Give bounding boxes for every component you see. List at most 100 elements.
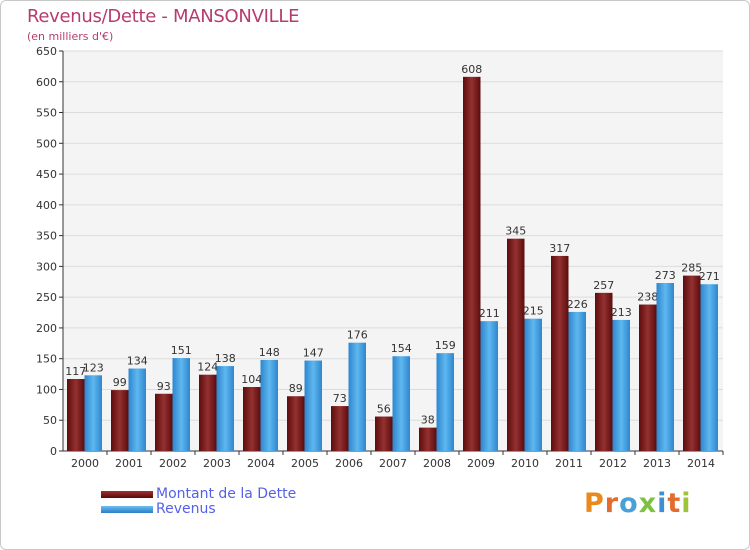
data-label-revenus: 148 — [259, 346, 280, 359]
data-label-revenus: 176 — [347, 329, 368, 342]
y-tick-label: 150 — [36, 353, 57, 366]
data-label-dette: 117 — [65, 365, 86, 378]
bar-dette — [639, 304, 657, 451]
x-tick-label: 2008 — [423, 457, 451, 470]
x-tick-label: 2011 — [555, 457, 583, 470]
bar-revenus — [128, 368, 146, 451]
logo-letter: t — [667, 488, 682, 519]
y-tick-label: 50 — [43, 414, 57, 427]
data-label-dette: 257 — [593, 279, 614, 292]
bar-revenus — [480, 321, 498, 451]
bar-revenus — [656, 283, 674, 451]
data-label-revenus: 151 — [171, 344, 192, 357]
data-label-revenus: 147 — [303, 347, 324, 360]
x-tick-label: 2004 — [247, 457, 275, 470]
legend-label-revenus: Revenus — [156, 501, 216, 517]
data-label-dette: 238 — [637, 291, 658, 304]
x-tick-label: 2003 — [203, 457, 231, 470]
bar-dette — [111, 390, 129, 451]
bar-revenus — [568, 311, 586, 451]
chart-subtitle: (en milliers d'€) — [27, 30, 114, 43]
data-label-revenus: 273 — [655, 269, 676, 282]
bar-revenus — [304, 360, 322, 451]
data-label-revenus: 159 — [435, 339, 456, 352]
x-tick-label: 2007 — [379, 457, 407, 470]
bar-revenus — [524, 318, 542, 451]
x-tick-label: 2010 — [511, 457, 539, 470]
chart-title: Revenus/Dette - MANSONVILLE — [27, 6, 300, 27]
data-label-dette: 104 — [241, 373, 262, 386]
x-tick-label: 2014 — [687, 457, 715, 470]
logo-letter: P — [584, 488, 605, 519]
logo-letter: i — [657, 488, 668, 519]
bar-dette — [551, 255, 569, 451]
y-tick-label: 400 — [36, 199, 57, 212]
bar-dette — [463, 76, 481, 451]
legend-label-dette: Montant de la Dette — [156, 486, 297, 502]
bar-dette — [683, 275, 701, 451]
data-label-revenus: 154 — [391, 342, 412, 355]
y-tick-label: 300 — [36, 260, 57, 273]
data-label-revenus: 211 — [479, 307, 500, 320]
bar-dette — [375, 416, 393, 451]
bar-dette — [507, 238, 525, 451]
bar-revenus — [172, 358, 190, 451]
data-label-revenus: 215 — [523, 305, 544, 318]
data-label-dette: 608 — [461, 63, 482, 76]
logo-letter: r — [604, 488, 620, 519]
bar-revenus — [436, 353, 454, 451]
bar-revenus — [348, 342, 366, 451]
data-label-revenus: 271 — [699, 270, 720, 283]
bar-revenus — [612, 319, 630, 451]
y-tick-label: 250 — [36, 291, 57, 304]
bar-dette — [287, 396, 305, 451]
data-label-dette: 38 — [421, 414, 435, 427]
proxiti-logo: Proxiti — [584, 488, 692, 519]
bar-dette — [199, 374, 217, 451]
x-tick-label: 2013 — [643, 457, 671, 470]
data-label-dette: 124 — [197, 361, 218, 374]
logo-letter: i — [681, 488, 692, 519]
y-tick-label: 500 — [36, 137, 57, 150]
x-tick-label: 2012 — [599, 457, 627, 470]
x-tick-label: 2009 — [467, 457, 495, 470]
bar-dette — [331, 406, 349, 451]
data-label-revenus: 138 — [215, 352, 236, 365]
data-label-dette: 345 — [505, 225, 526, 238]
bar-dette — [419, 427, 437, 451]
bar-dette — [595, 292, 613, 451]
y-tick-label: 350 — [36, 230, 57, 243]
bar-dette — [67, 379, 85, 451]
data-label-dette: 73 — [333, 392, 347, 405]
data-label-revenus: 134 — [127, 355, 148, 368]
data-label-revenus: 123 — [83, 361, 104, 374]
bar-dette — [155, 393, 173, 451]
data-label-dette: 317 — [549, 242, 570, 255]
x-tick-label: 2005 — [291, 457, 319, 470]
legend-swatch-revenus — [101, 506, 153, 513]
y-tick-label: 200 — [36, 322, 57, 335]
data-label-revenus: 213 — [611, 306, 632, 319]
bar-revenus — [260, 359, 278, 451]
y-tick-label: 650 — [36, 45, 57, 58]
data-label-dette: 99 — [113, 376, 127, 389]
x-tick-label: 2002 — [159, 457, 187, 470]
y-tick-label: 100 — [36, 383, 57, 396]
x-tick-label: 2006 — [335, 457, 363, 470]
x-tick-label: 2001 — [115, 457, 143, 470]
legend-swatch-dette — [101, 491, 153, 498]
y-tick-label: 550 — [36, 107, 57, 120]
bar-revenus — [700, 284, 718, 451]
y-tick-label: 450 — [36, 168, 57, 181]
data-label-dette: 56 — [377, 403, 391, 416]
data-label-dette: 89 — [289, 382, 303, 395]
bar-revenus — [84, 375, 102, 451]
bar-dette — [243, 387, 261, 451]
y-tick-label: 0 — [50, 445, 57, 458]
data-label-dette: 285 — [681, 262, 702, 275]
data-label-revenus: 226 — [567, 298, 588, 311]
bar-revenus — [216, 366, 234, 451]
data-label-dette: 93 — [157, 380, 171, 393]
logo-letter: o — [619, 488, 639, 519]
